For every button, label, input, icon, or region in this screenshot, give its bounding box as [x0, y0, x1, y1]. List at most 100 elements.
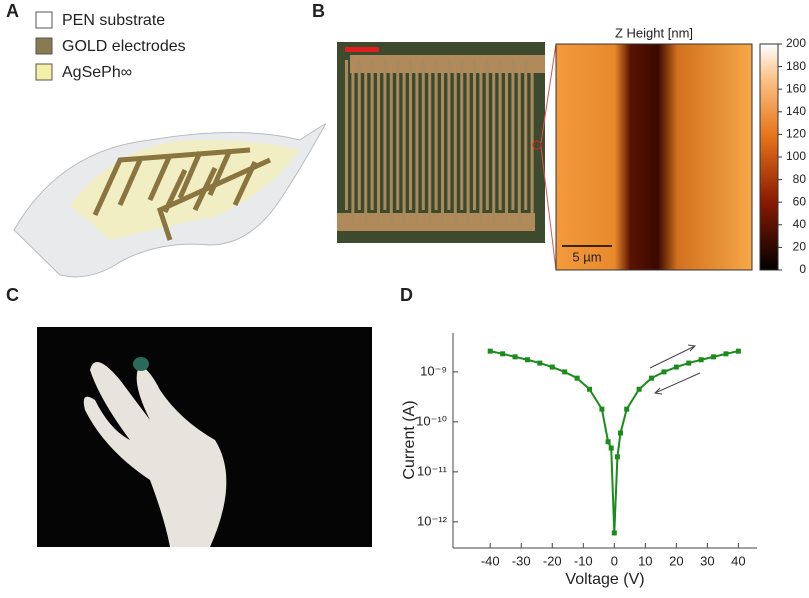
- x-tick-label: 10: [638, 553, 652, 568]
- data-line: [490, 350, 739, 533]
- panel-label: D: [400, 285, 413, 305]
- data-point: [487, 348, 493, 354]
- finger: [345, 60, 348, 210]
- finger: [370, 60, 374, 210]
- finger: [524, 60, 528, 210]
- finger: [530, 73, 534, 223]
- legend-text: AgSePh∞: [62, 64, 132, 81]
- finger: [351, 73, 355, 223]
- colorbar-tick-label: 0: [799, 262, 806, 276]
- zoom-marker: [532, 140, 542, 150]
- y-tick-label: 10⁻¹¹: [417, 463, 448, 478]
- y-tick-label: 10⁻⁹: [420, 363, 447, 378]
- finger: [383, 60, 387, 210]
- data-point: [735, 348, 741, 354]
- zoom-line: [540, 43, 557, 144]
- colorbar-tick-label: 20: [793, 240, 807, 254]
- panel-label: C: [6, 285, 19, 305]
- data-point: [624, 406, 630, 412]
- finger: [447, 60, 451, 210]
- data-point: [614, 454, 620, 460]
- data-point: [512, 354, 518, 360]
- data-point: [599, 406, 605, 412]
- data-point: [661, 369, 667, 375]
- data-point: [611, 530, 617, 536]
- x-tick-label: 40: [731, 553, 745, 568]
- x-axis-title: Voltage (V): [565, 571, 644, 588]
- data-point: [618, 430, 624, 436]
- finger: [505, 73, 508, 223]
- annotation-arrows: [649, 344, 701, 395]
- finger: [511, 60, 515, 210]
- x-tick-label: 20: [669, 553, 683, 568]
- colorbar-tick-label: 200: [786, 36, 806, 50]
- finger: [364, 73, 368, 223]
- finger: [466, 73, 470, 223]
- colorbar: [759, 43, 779, 271]
- colorbar-tick-label: 180: [786, 59, 806, 73]
- legend-text: GOLD electrodes: [62, 38, 186, 55]
- colorbar-tick-label: 120: [786, 127, 806, 141]
- finger: [377, 73, 380, 223]
- finger: [402, 73, 406, 223]
- data-point: [537, 360, 543, 366]
- data-point: [636, 386, 642, 392]
- finger: [479, 73, 483, 223]
- finger: [453, 73, 457, 223]
- zoom-line: [540, 146, 557, 271]
- colorbar-tick-label: 100: [786, 149, 806, 163]
- data-point: [723, 351, 729, 357]
- colorbar-tick-label: 40: [793, 217, 807, 231]
- x-tick-label: 30: [700, 553, 714, 568]
- colorbar-tick-label: 160: [786, 81, 806, 95]
- finger: [434, 60, 438, 210]
- scale-bar: [345, 47, 379, 52]
- x-tick-label: -40: [481, 553, 500, 568]
- data-point: [711, 354, 717, 360]
- finger: [498, 60, 502, 210]
- device: [133, 357, 149, 371]
- colorbar-tick-label: 80: [793, 172, 807, 186]
- finger: [473, 60, 476, 210]
- data-point: [524, 357, 530, 363]
- data-point: [574, 375, 580, 381]
- finger: [357, 60, 361, 210]
- finger: [485, 60, 489, 210]
- panel-label: A: [6, 1, 19, 21]
- x-tick-label: -20: [543, 553, 562, 568]
- finger: [492, 73, 496, 223]
- finger: [396, 60, 400, 210]
- data-point: [608, 445, 614, 451]
- finger: [409, 60, 412, 210]
- finger: [415, 73, 419, 223]
- fingers: [345, 60, 534, 223]
- legend-swatch: [35, 63, 53, 81]
- panel-label: B: [312, 1, 325, 21]
- y-tick-label: 10⁻¹²: [417, 513, 448, 528]
- y-tick-label: 10⁻¹⁰: [416, 413, 447, 428]
- data-point: [698, 357, 704, 363]
- data-point: [673, 364, 679, 370]
- y-axis-title: Current (A): [401, 400, 418, 479]
- electrodes: [92, 147, 272, 241]
- glove: [83, 362, 227, 547]
- pad: [337, 213, 535, 231]
- legend-swatch: [35, 11, 53, 29]
- data-point: [686, 360, 692, 366]
- data-point: [562, 369, 568, 375]
- x-tick-label: -10: [574, 553, 593, 568]
- colorbar-tick-label: 60: [793, 194, 807, 208]
- finger: [441, 73, 444, 223]
- finger: [389, 73, 393, 223]
- finger: [517, 73, 521, 223]
- finger: [460, 60, 464, 210]
- data-point: [549, 364, 555, 370]
- data-point: [649, 375, 655, 381]
- finger: [421, 60, 425, 210]
- finger: [428, 73, 432, 223]
- afm-image: [555, 43, 753, 271]
- afm-title: Z Height [nm]: [615, 25, 693, 40]
- data-point: [500, 351, 506, 357]
